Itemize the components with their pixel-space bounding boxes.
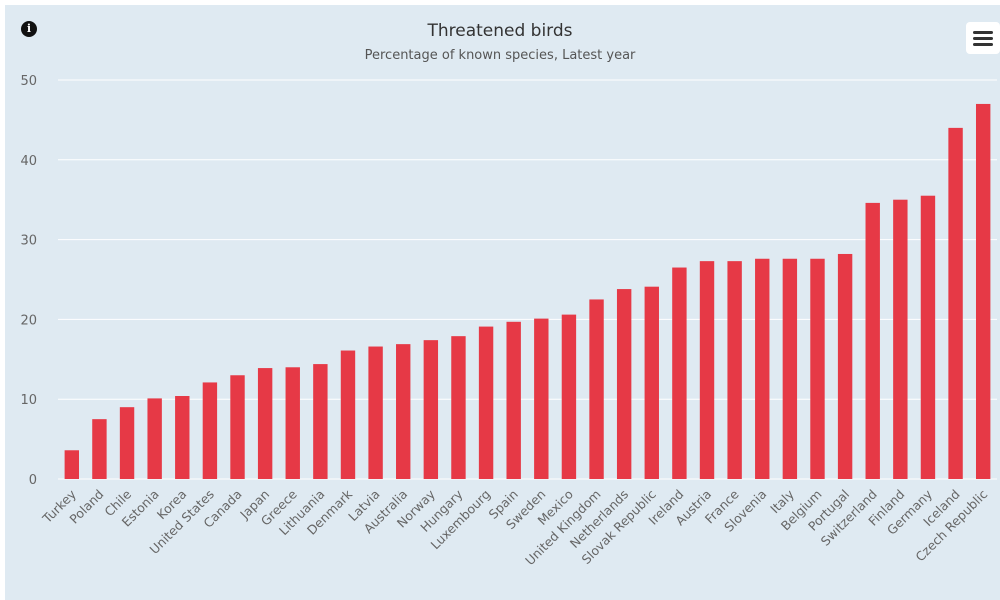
bar[interactable]	[561, 314, 577, 479]
y-tick-label: 20	[20, 313, 37, 328]
bar[interactable]	[837, 253, 853, 479]
y-tick-label: 40	[20, 154, 37, 169]
bar[interactable]	[948, 127, 963, 479]
y-tick-label: 0	[29, 473, 37, 488]
hamburger-menu-icon[interactable]	[966, 22, 1000, 54]
bar[interactable]	[478, 326, 494, 479]
bar[interactable]	[340, 350, 356, 479]
bar[interactable]	[865, 202, 880, 479]
bar[interactable]	[975, 103, 991, 479]
grid-layer	[58, 79, 997, 480]
bar[interactable]	[810, 258, 825, 479]
bar[interactable]	[644, 286, 659, 479]
menu-line	[973, 43, 993, 46]
bar[interactable]	[202, 382, 218, 479]
bars-layer	[64, 103, 991, 479]
bar[interactable]	[92, 419, 107, 479]
bar[interactable]	[727, 261, 742, 479]
chart-title: Threatened birds	[427, 21, 573, 41]
bar[interactable]	[119, 407, 135, 479]
bar[interactable]	[755, 258, 770, 479]
bar[interactable]	[285, 367, 300, 479]
bar[interactable]	[782, 258, 798, 479]
bar[interactable]	[147, 398, 162, 479]
bar[interactable]	[699, 261, 715, 479]
bar[interactable]	[893, 199, 908, 479]
bar[interactable]	[534, 318, 549, 479]
y-tick-label: 50	[20, 74, 37, 89]
menu-line	[973, 31, 993, 34]
y-tick-label: 30	[20, 234, 37, 249]
menu-line	[973, 37, 993, 40]
bar[interactable]	[672, 267, 687, 479]
chart-subtitle: Percentage of known species, Latest year	[364, 48, 636, 63]
bar[interactable]	[313, 364, 328, 479]
chart-panel	[5, 5, 1000, 600]
bar[interactable]	[230, 375, 245, 479]
bar[interactable]	[368, 346, 383, 479]
bar[interactable]	[175, 396, 190, 479]
bar[interactable]	[589, 299, 604, 479]
bar[interactable]	[257, 368, 273, 479]
y-tick-label: 10	[20, 393, 37, 408]
info-icon[interactable]: i	[21, 21, 37, 37]
bar[interactable]	[920, 195, 936, 479]
y-axis-ticks: 0 10 20 30 40 50	[20, 74, 37, 488]
bar[interactable]	[64, 450, 80, 479]
bar[interactable]	[396, 344, 411, 479]
bar[interactable]	[423, 340, 439, 479]
bar[interactable]	[451, 336, 466, 479]
bar[interactable]	[506, 321, 521, 479]
bar[interactable]	[616, 289, 632, 479]
